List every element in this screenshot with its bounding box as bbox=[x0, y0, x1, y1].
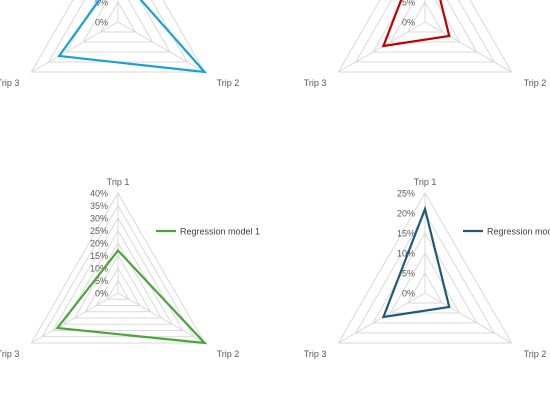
grid-ring bbox=[73, 241, 163, 319]
grid-ring bbox=[30, 191, 206, 344]
grid-ring bbox=[354, 211, 496, 334]
tick-label: 10% bbox=[90, 264, 108, 274]
grid-ring bbox=[63, 229, 173, 325]
category-label: Trip 3 bbox=[304, 78, 327, 88]
tick-label: 0% bbox=[95, 18, 108, 28]
grid-ring bbox=[52, 216, 184, 331]
grid-ring bbox=[82, 0, 154, 43]
grid-spoke bbox=[338, 292, 426, 344]
tick-label: 15% bbox=[90, 251, 108, 261]
tick-label: 35% bbox=[90, 201, 108, 211]
series-line bbox=[381, 0, 451, 48]
grid-ring bbox=[406, 1, 444, 33]
tick-label: 40% bbox=[90, 189, 108, 199]
series-line bbox=[57, 0, 208, 74]
radar-chart-svg: 40% 35% 30% 25% 20% 15% 10% 5% 0% Trip 1 Trip 2 Tri… bbox=[0, 177, 260, 359]
category-label: Trip 3 bbox=[304, 349, 327, 359]
grid-ring bbox=[95, 266, 141, 306]
grid-spoke bbox=[424, 21, 512, 73]
grid-ring bbox=[337, 191, 513, 344]
grid-spoke bbox=[117, 21, 205, 73]
grid-ring bbox=[30, 0, 206, 73]
category-label: Trip 3 bbox=[0, 349, 19, 359]
tick-label: 5% bbox=[402, 0, 415, 8]
tick-label: 5% bbox=[95, 0, 108, 8]
legend-label: Regression model 2 bbox=[487, 227, 550, 237]
category-label: Trip 2 bbox=[217, 78, 240, 88]
tick-label: 25% bbox=[90, 226, 108, 236]
grid-ring bbox=[41, 204, 195, 338]
radar-chart-panel-3: 40% 35% 30% 25% 20% 15% 10% 5% 0% Trip 1 Trip 2 Tri… bbox=[0, 177, 275, 418]
tick-label: 10% bbox=[397, 249, 415, 259]
category-label: Trip 3 bbox=[0, 78, 19, 88]
grid-ring bbox=[406, 272, 444, 304]
tick-label: 0% bbox=[402, 18, 415, 28]
tick-label: 5% bbox=[95, 276, 108, 286]
tick-label: 20% bbox=[90, 239, 108, 249]
series-line bbox=[381, 205, 451, 319]
tick-label: 15% bbox=[397, 229, 415, 239]
tick-label: 25% bbox=[397, 189, 415, 199]
tick-label: 0% bbox=[95, 289, 108, 299]
grid-spoke bbox=[424, 292, 512, 344]
grid-ring bbox=[106, 279, 130, 300]
legend-label: Regression model 1 bbox=[180, 227, 260, 237]
tick-label: 20% bbox=[397, 209, 415, 219]
series-line bbox=[55, 248, 208, 345]
category-label: Trip 2 bbox=[217, 349, 240, 359]
category-label: Trip 2 bbox=[524, 349, 547, 359]
grid-spoke bbox=[338, 21, 426, 73]
grid-ring bbox=[84, 254, 152, 313]
grid-ring bbox=[354, 0, 496, 63]
grid-spoke bbox=[31, 292, 119, 344]
radar-chart-svg: 25% 20% 15% 10% 5% 0% Trip 1 Trip 2 Trip 3 Regres… bbox=[304, 177, 550, 359]
radar-chart-panel-4: 25% 20% 15% 10% 5% 0% Trip 1 Trip 2 Trip 3 Regres… bbox=[275, 177, 550, 418]
tick-label: 0% bbox=[402, 289, 415, 299]
category-label: Trip 1 bbox=[414, 177, 437, 187]
grid-spoke bbox=[31, 21, 119, 73]
grid-spoke bbox=[117, 292, 205, 344]
category-label: Trip 2 bbox=[524, 78, 547, 88]
category-label: Trip 1 bbox=[107, 177, 130, 187]
tick-label: 5% bbox=[402, 269, 415, 279]
grid-ring bbox=[99, 1, 137, 33]
grid-ring bbox=[65, 0, 171, 53]
grid-ring bbox=[337, 0, 513, 73]
tick-label: 30% bbox=[90, 214, 108, 224]
